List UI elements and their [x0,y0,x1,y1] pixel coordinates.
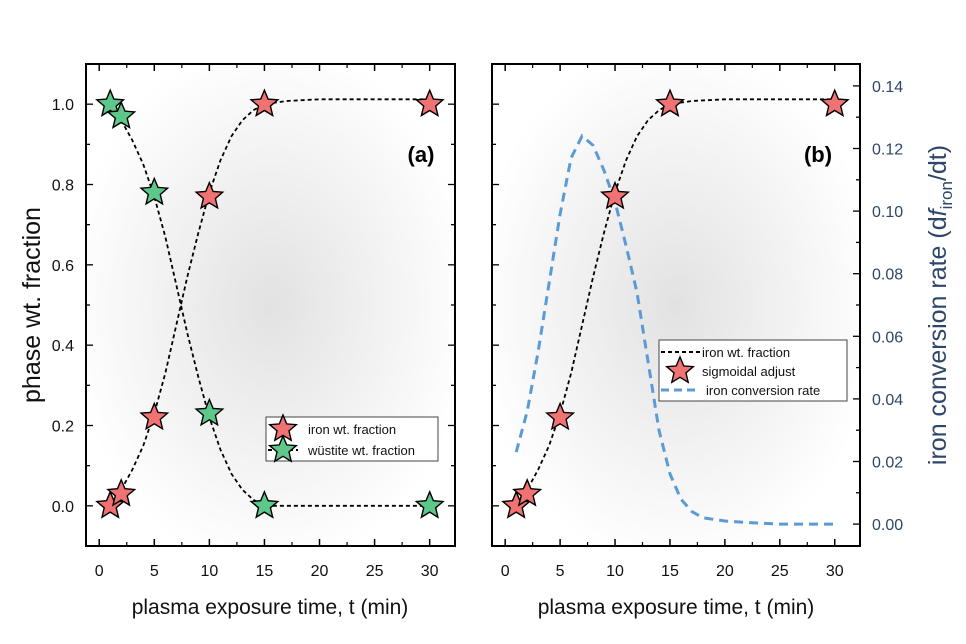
x-tick-label: 20 [311,563,329,580]
panel-b: 0 5 10 15 20 25 30 0.00 0.02 0.04 0.06 0.08 0.10 0.12… [491,63,903,580]
x-tick-label: 0 [501,563,510,580]
y-right-tick-label: 0.14 [872,79,903,96]
panel-a: 0 5 10 15 20 25 30 0.0 0.2 0.4 0.6 0.8 1.0 [52,63,456,580]
y-right-tick-label: 0.10 [872,204,903,221]
data-point-star [249,88,280,117]
y-tick-label: 0.4 [52,338,74,355]
legend-b-marker-sigmoidal [664,355,696,384]
y-right-tick-label: 0.00 [872,517,903,534]
legend-star-icon [267,434,299,463]
panel-label-b: (b) [804,142,832,167]
data-point-star [106,477,137,507]
x-axis-label-b: plasma exposure time, t (min) [538,596,815,619]
x-tick-label: 25 [366,563,384,580]
y-right-tick-label: 0.02 [872,454,903,471]
right-axis-label-suffix: /dt) [924,145,952,181]
plot-frame [491,63,861,547]
legend-a-label-iron: iron wt. fraction [308,422,396,437]
x-tick-label: 5 [150,563,159,580]
x-axis-label-a: plasma exposure time, t (min) [132,596,409,619]
legend-star-icon [664,355,696,384]
rate-line [514,133,835,526]
legend-a: iron wt. fraction wüstite wt. fraction [265,413,439,463]
y-right-tick-label: 0.06 [872,329,903,346]
right-axis-label: iron conversion rate (dfiron/dt) [924,145,956,465]
right-axis-label-sub: iron [937,181,956,209]
y-tick-label: 0.0 [52,499,74,516]
x-tick-label: 10 [200,563,218,580]
x-tick-label: 0 [95,563,104,580]
panel-label-a: (a) [408,142,435,167]
y-tick-label: 0.2 [52,419,74,436]
x-tick-label: 10 [606,563,624,580]
y-right-tick-label: 0.12 [872,142,903,159]
data-point-star [545,401,576,431]
fit-line [120,119,430,507]
data-point-star [654,88,686,117]
data-point-star [139,176,170,206]
x-tick-label: 15 [256,563,274,580]
data-point-star [599,180,631,210]
y-tick-label: 0.8 [52,178,74,195]
data-point-star [414,88,445,117]
legend-b-label-iron: iron wt. fraction [702,345,790,360]
legend-b: iron wt. fraction sigmoidal adjust iron … [658,339,848,402]
legend-a-marker-wustite [267,434,299,463]
data-point-star [249,489,280,519]
plot-frame [85,63,456,547]
data-point-star [414,489,445,519]
data-point-star [106,100,137,129]
data-point-star [139,401,170,431]
plot-background [492,64,860,546]
y-right-tick-label: 0.08 [872,267,903,284]
data-point-star [194,180,225,210]
y-right-tick-label: 0.04 [872,392,903,409]
legend-a-label-wustite: wüstite wt. fraction [307,443,415,458]
x-tick-label: 15 [661,563,679,580]
right-axis-label-prefix: iron conversion rate (d [924,216,952,465]
plot-background [86,64,455,546]
x-tick-label: 30 [421,563,439,580]
y-axis-label: phase wt. fraction [18,207,46,403]
data-point-star [95,88,126,117]
legend-b-label-rate: iron conversion rate [706,383,820,398]
y-tick-label: 0.6 [52,258,74,275]
y-tick-label: 1.0 [52,97,74,114]
x-tick-label: 25 [771,563,789,580]
right-axis-label-italic: f [924,206,952,216]
data-point-star [512,477,543,507]
data-point-star [819,88,850,117]
x-tick-label: 5 [556,563,565,580]
data-point-star [194,397,225,427]
x-tick-label: 30 [826,563,844,580]
x-tick-label: 20 [716,563,734,580]
legend-b-label-sigmoidal: sigmoidal adjust [702,364,796,379]
